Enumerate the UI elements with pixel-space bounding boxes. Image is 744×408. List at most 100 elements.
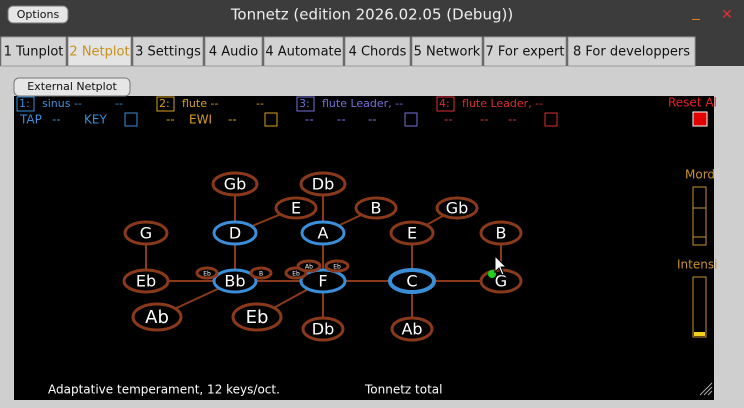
note-node[interactable]: [435, 196, 479, 220]
external-netplot-label[interactable]: External Netplot: [27, 80, 117, 93]
note-label[interactable]: C: [406, 272, 417, 291]
channel-control: --: [166, 113, 175, 127]
note-label[interactable]: Gb: [446, 199, 469, 218]
minimize[interactable]: _: [691, 3, 700, 22]
channel-number-box: [436, 96, 455, 112]
note-node[interactable]: [299, 171, 347, 197]
mord-label: Mord: [685, 168, 715, 182]
note-node[interactable]: [354, 196, 398, 220]
channel-number-box: [156, 96, 175, 112]
tab-label[interactable]: 4 Chords: [349, 45, 407, 60]
tab[interactable]: [67, 36, 132, 67]
note-label[interactable]: G: [140, 224, 152, 243]
note-node[interactable]: [324, 259, 350, 273]
note-label[interactable]: Ab: [305, 264, 313, 271]
intensity-label: Intensi: [677, 258, 717, 272]
tab[interactable]: [204, 36, 263, 67]
note-label[interactable]: B: [371, 199, 382, 218]
tab-label[interactable]: 4 Audio: [209, 45, 258, 60]
options-button[interactable]: [7, 5, 69, 24]
note-label[interactable]: Eb: [292, 271, 300, 278]
reset-button[interactable]: [692, 111, 708, 127]
channel-checkbox[interactable]: [264, 112, 278, 127]
channel-info: flute --: [182, 97, 218, 110]
note-label[interactable]: Eb: [203, 271, 211, 278]
note-node[interactable]: [274, 196, 318, 220]
tab[interactable]: [132, 36, 204, 67]
note-node[interactable]: [390, 316, 434, 342]
channel-control: --: [228, 113, 237, 127]
note-node[interactable]: [195, 266, 219, 280]
note-node[interactable]: [123, 220, 169, 246]
channel-control: EWI: [189, 113, 212, 127]
channel-info: --: [256, 97, 264, 110]
note-label[interactable]: Eb: [333, 264, 341, 271]
channel-number-box: [296, 96, 315, 112]
tab[interactable]: [0, 36, 67, 67]
note-label[interactable]: F: [318, 272, 327, 291]
note-node[interactable]: [300, 220, 346, 246]
tab-label[interactable]: 3 Settings: [135, 45, 201, 60]
channel-number-box: [16, 96, 35, 112]
tab[interactable]: [411, 36, 483, 67]
note-node[interactable]: [389, 220, 435, 246]
intensity-slider[interactable]: [692, 276, 707, 338]
tab-label[interactable]: 7 For expert: [485, 45, 564, 60]
netplot-canvas: [14, 96, 714, 400]
note-label[interactable]: G: [495, 272, 507, 291]
close[interactable]: ✕: [721, 7, 733, 23]
tab[interactable]: [344, 36, 411, 67]
note-node[interactable]: [212, 220, 258, 246]
note-node[interactable]: [296, 259, 322, 273]
note-node[interactable]: [122, 268, 170, 294]
external-netplot-button[interactable]: [13, 77, 131, 97]
channel-control: --: [337, 113, 346, 127]
note-node[interactable]: [131, 302, 183, 332]
note-node[interactable]: [301, 316, 345, 342]
channel-info: sinus --: [42, 97, 82, 110]
channel-control: --: [368, 113, 377, 127]
channel-number: 2:: [159, 97, 170, 110]
tab-label[interactable]: 8 For developpers: [573, 45, 690, 60]
note-node[interactable]: [231, 302, 283, 332]
tab-label[interactable]: 2 Netplot: [69, 45, 129, 60]
note-label[interactable]: Eb: [136, 272, 156, 291]
channel-checkbox[interactable]: [544, 112, 558, 127]
note-label[interactable]: E: [291, 199, 301, 218]
note-label[interactable]: Ab: [401, 320, 422, 339]
note-node[interactable]: [211, 171, 259, 197]
channel-control: --: [480, 113, 489, 127]
note-label[interactable]: B: [496, 224, 507, 243]
note-label[interactable]: Gb: [224, 175, 247, 194]
channel-control: --: [444, 113, 453, 127]
note-node[interactable]: [388, 268, 436, 294]
note-node[interactable]: [479, 220, 523, 246]
channel-checkbox[interactable]: [404, 112, 418, 127]
tab[interactable]: [483, 36, 567, 67]
options-label[interactable]: Options: [17, 8, 60, 21]
channel-info: flute Leader, --: [462, 97, 543, 110]
note-node[interactable]: [212, 268, 258, 294]
tab[interactable]: [567, 36, 696, 67]
tab[interactable]: [263, 36, 344, 67]
tab-label[interactable]: 1 Tunplot: [4, 45, 64, 60]
tab-label[interactable]: 4 Automate: [265, 45, 341, 60]
mord-slider[interactable]: [692, 186, 707, 246]
note-label[interactable]: A: [318, 224, 329, 243]
note-label[interactable]: Db: [312, 320, 334, 339]
channel-info: --: [115, 97, 123, 110]
resize-grip[interactable]: [699, 382, 713, 396]
tab-label[interactable]: 5 Network: [414, 45, 481, 60]
channel-checkbox[interactable]: [124, 112, 138, 127]
note-label[interactable]: D: [229, 224, 241, 243]
note-node[interactable]: [249, 266, 273, 280]
note-label[interactable]: Ab: [145, 307, 169, 328]
note-label[interactable]: B: [259, 271, 263, 278]
channel-control: --: [52, 113, 61, 127]
note-label[interactable]: Db: [312, 175, 334, 194]
note-label[interactable]: E: [407, 224, 417, 243]
note-node[interactable]: [299, 268, 347, 294]
note-label[interactable]: Bb: [224, 272, 245, 291]
note-label[interactable]: Eb: [246, 307, 269, 328]
